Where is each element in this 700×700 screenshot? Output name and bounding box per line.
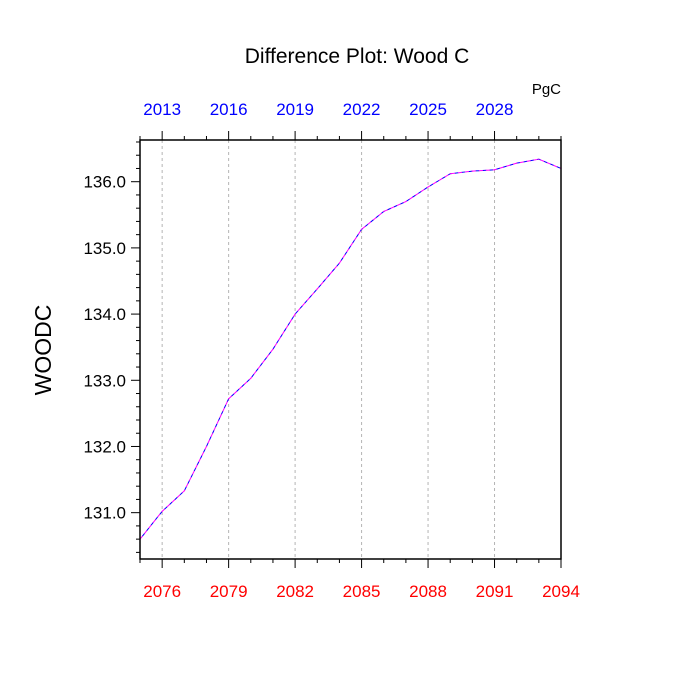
data-point: [338, 262, 341, 264]
data-point: [272, 348, 274, 350]
plot-frame: [139, 139, 562, 560]
x-tick-label-bottom: 2076: [143, 582, 181, 601]
y-tick-label: 132.0: [83, 437, 126, 456]
data-point: [449, 173, 451, 175]
data-point: [405, 200, 407, 203]
x-tick-label-bottom: 2082: [276, 582, 314, 601]
y-tick-label: 135.0: [83, 239, 126, 258]
chart-title: Difference Plot: Wood C: [245, 45, 470, 68]
x-tick-label-bottom: 2079: [210, 582, 248, 601]
tick-marks: [131, 131, 562, 568]
x-tick-label-bottom: 2088: [409, 582, 447, 601]
data-point: [183, 490, 185, 492]
data-point: [316, 288, 318, 290]
data-point: [360, 228, 363, 230]
data-point: [250, 377, 252, 379]
x-tick-label-top: 2013: [143, 100, 181, 119]
data-point: [538, 158, 540, 160]
data-point: [427, 186, 429, 188]
x-tick-label-bottom: 2085: [343, 582, 381, 601]
x-tick-label-top: 2022: [343, 100, 381, 119]
grid: [161, 140, 496, 559]
series-line-secondary: [139, 158, 562, 540]
data-point: [294, 313, 296, 315]
y-axis-label: WOODC: [30, 305, 56, 396]
x-tick-label-bottom: 2094: [542, 582, 580, 601]
units-label: PgC: [532, 81, 561, 98]
series-layer: [139, 158, 562, 540]
y-tick-label: 136.0: [83, 173, 126, 192]
x-tick-label-top: 2016: [210, 100, 248, 119]
data-point: [516, 162, 518, 164]
x-tick-label-bottom: 2091: [476, 582, 514, 601]
data-point: [228, 398, 230, 400]
y-tick-label: 134.0: [83, 305, 126, 324]
y-tick-label: 133.0: [83, 371, 126, 390]
data-point: [161, 510, 163, 512]
y-tick-label: 131.0: [83, 504, 126, 523]
data-point: [383, 210, 385, 213]
x-tick-label-top: 2019: [276, 100, 314, 119]
tick-labels: 2076 2079 2082 2085 2088 2091 2094 2013 2016 2019…: [83, 100, 579, 601]
series-line: [139, 158, 562, 540]
data-point: [205, 445, 208, 448]
x-tick-label-top: 2028: [476, 100, 514, 119]
data-point: [493, 169, 496, 171]
x-tick-label-top: 2025: [409, 100, 447, 119]
data-point: [471, 170, 473, 172]
